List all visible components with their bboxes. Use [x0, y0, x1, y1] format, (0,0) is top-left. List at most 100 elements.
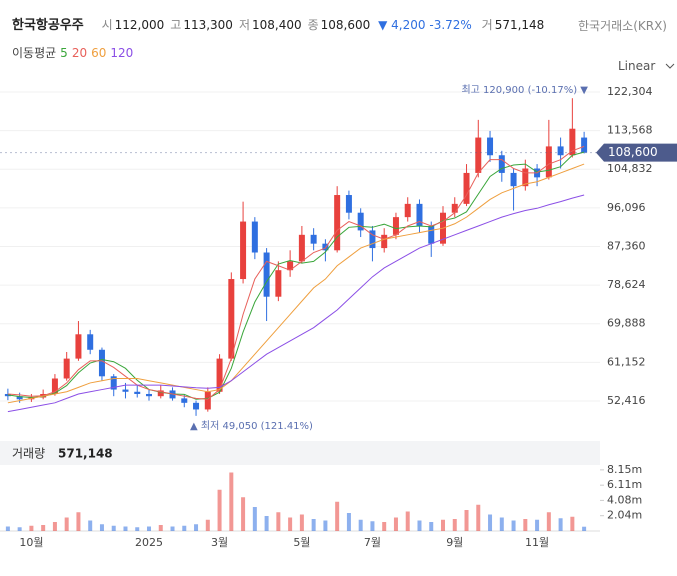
volume-bar — [205, 519, 210, 531]
annotation: 최고 120,900 (-10.17%) ▼ — [461, 84, 588, 96]
candle-body — [110, 376, 117, 390]
candle-body — [287, 261, 294, 271]
candle-body — [369, 230, 376, 249]
volume-bar — [111, 525, 116, 531]
volume-label: 거 — [481, 18, 493, 32]
volume-value: 571,148 — [494, 18, 545, 32]
candle-body — [475, 137, 482, 173]
x-tick-label: 10월 — [19, 536, 43, 549]
volume-value: 571,148 — [58, 447, 113, 461]
volume-bar — [335, 501, 340, 531]
candle-body — [181, 398, 188, 403]
volume-bar — [288, 517, 293, 531]
field-value: 108,600 — [320, 18, 371, 32]
volume-bar — [276, 512, 281, 531]
candle-body — [228, 279, 235, 359]
field-label: 고 — [170, 18, 182, 32]
field-value: 108,400 — [251, 18, 302, 32]
y-tick-label: 113,568 — [607, 124, 653, 137]
volume-bar — [370, 521, 375, 531]
volume-bar — [488, 514, 493, 531]
volume-bar — [41, 525, 46, 531]
quote-header: 한국항공우주 시 112,000 고 113,300 저 108,400 종 108,600 … — [12, 14, 544, 33]
volume-bar — [429, 522, 434, 531]
volume-bar — [441, 519, 445, 531]
x-tick-label: 2025 — [135, 536, 163, 549]
volume-bar — [217, 489, 222, 531]
ma-title: 이동평균 — [12, 46, 57, 60]
candle-body — [463, 172, 470, 204]
volume-bar — [99, 524, 104, 531]
quote-fields: 시 112,000 고 113,300 저 108,400 종 108,600 — [96, 18, 371, 32]
ma-line — [7, 151, 585, 400]
y-tick-label: 122,304 — [607, 85, 653, 98]
volume-bar — [64, 517, 69, 531]
volume-tick-label: 2.04m — [607, 509, 642, 522]
y-tick-label: 69,888 — [607, 317, 646, 330]
candle-body — [345, 195, 352, 213]
volume-panel-header — [0, 441, 600, 465]
candle-body — [122, 389, 129, 392]
ma-legend-item: 5 — [60, 46, 68, 60]
volume-bar — [299, 514, 304, 531]
chevron — [665, 63, 675, 69]
candle-body — [487, 137, 494, 156]
ma-line — [7, 145, 585, 400]
volume-bar — [123, 526, 128, 531]
annotation: ▲ 최저 49,050 (121.41%) — [190, 420, 313, 432]
x-tick-label: 3월 — [211, 536, 228, 549]
x-tick-label: 7월 — [364, 536, 381, 549]
volume-bar — [582, 526, 587, 531]
field-value: 113,300 — [183, 18, 233, 32]
candle-body — [16, 396, 23, 400]
ma-line — [7, 163, 585, 404]
candle-body — [334, 195, 341, 251]
field-label: 종 — [307, 18, 319, 32]
volume-bar — [382, 522, 387, 531]
ma-legend-item: 60 — [91, 46, 107, 60]
volume-bar — [405, 511, 410, 531]
volume-bar — [476, 504, 481, 531]
volume-bar — [229, 472, 234, 531]
volume-bar — [511, 520, 516, 531]
volume-bar — [147, 526, 151, 531]
volume-bar — [135, 527, 140, 531]
y-tick-label: 52,416 — [607, 394, 646, 407]
candle-body — [134, 391, 141, 394]
annotation-prefix: 최저 — [201, 420, 219, 432]
volume-bar — [417, 520, 422, 531]
candle-body — [251, 221, 258, 253]
candle-body — [322, 243, 329, 251]
change-amount: 4,200 — [391, 18, 426, 32]
volume-bar — [523, 519, 528, 531]
annotation-text: 49,050 (121.41%) — [222, 421, 313, 432]
y-tick-label: 61,152 — [607, 355, 646, 368]
field-label: 시 — [101, 18, 113, 32]
candle-body — [51, 378, 58, 394]
volume-tick-label: 6.11m — [607, 478, 642, 491]
volume-tick-label: 4.08m — [607, 493, 642, 506]
ma-legend: 이동평균 5 20 60 120 — [12, 44, 133, 61]
candle-body — [87, 334, 94, 350]
ma-line — [7, 194, 585, 413]
field-value: 112,000 — [114, 18, 165, 32]
volume-bar — [29, 525, 34, 531]
candle-body — [392, 217, 399, 235]
change-arrow: ▼ — [378, 18, 388, 32]
volume-bar — [323, 520, 328, 531]
scale-dropdown[interactable]: Linear — [618, 59, 675, 73]
candle-body — [63, 358, 70, 379]
y-tick-label: 104,832 — [607, 162, 653, 175]
volume-bar — [88, 520, 93, 531]
candle-body — [98, 349, 105, 377]
volume-bar — [170, 526, 175, 531]
candle-body — [581, 137, 588, 153]
candle-body — [310, 234, 317, 244]
change-percent: -3.72% — [429, 18, 472, 32]
exchange: 한국거래소(KRX) — [578, 19, 667, 33]
volume-bar — [546, 512, 551, 531]
y-tick-label: 96,096 — [607, 201, 646, 214]
volume-bar — [464, 510, 469, 531]
